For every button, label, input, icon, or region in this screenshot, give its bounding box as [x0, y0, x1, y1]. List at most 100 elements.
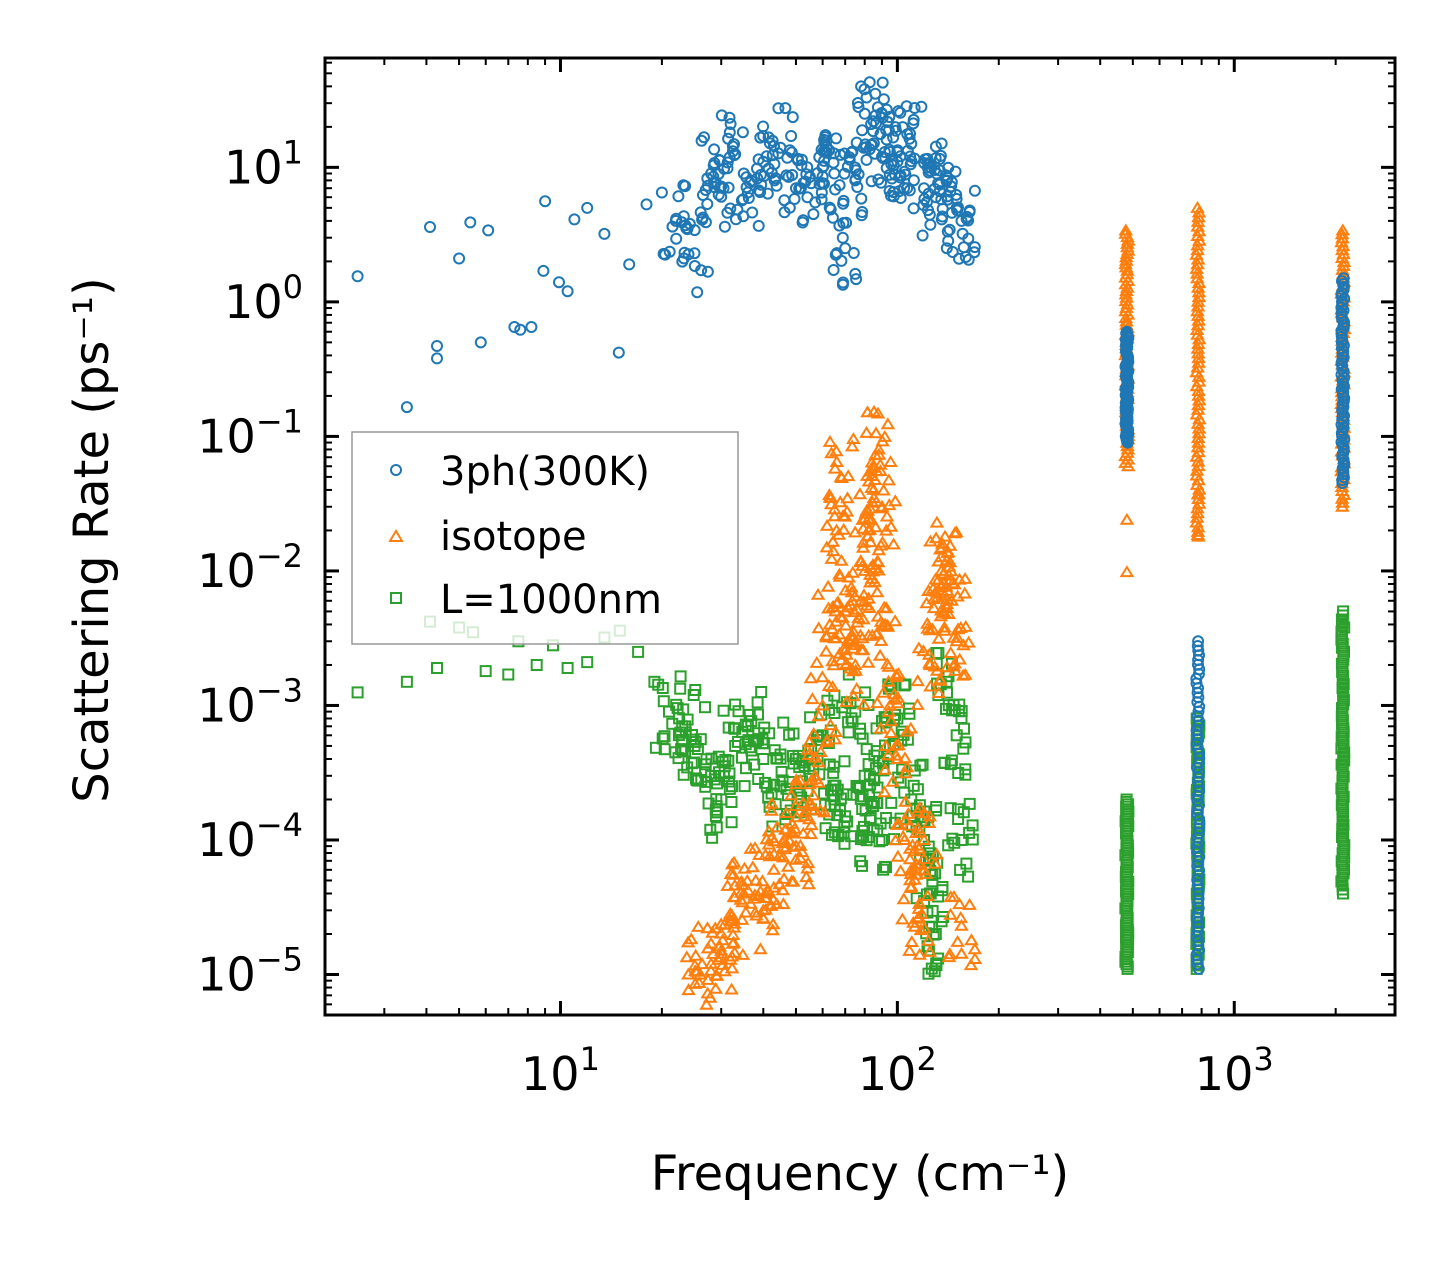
- isotope-point: [827, 509, 842, 522]
- isotope-point: [838, 618, 853, 631]
- isotope-point: [875, 535, 890, 548]
- isotope-point: [845, 641, 861, 654]
- isotope-point: [734, 912, 750, 925]
- isotope-point: [727, 890, 743, 903]
- 3ph-300k--point: [880, 162, 893, 174]
- isotope-point: [835, 610, 850, 623]
- l-1000nm-point: [679, 726, 692, 739]
- isotope-point: [780, 859, 796, 872]
- isotope-point: [857, 511, 873, 524]
- isotope-point: [724, 982, 739, 995]
- l-1000nm-point: [880, 861, 892, 874]
- isotope-point: [821, 679, 837, 691]
- isotope-band-point: [1118, 287, 1134, 300]
- isotope-point: [823, 490, 839, 503]
- l-1000nm-point: [581, 656, 594, 669]
- isotope-point: [785, 826, 801, 839]
- isotope-point: [700, 921, 715, 934]
- 3ph-300k--point: [723, 126, 736, 139]
- 3ph-300k--point: [553, 276, 565, 289]
- isotope-point: [1119, 512, 1135, 525]
- isotope-point: [883, 519, 899, 532]
- isotope-point: [736, 886, 752, 899]
- 3ph-300k--band-point: [1192, 635, 1205, 648]
- 3ph-300k--point: [672, 190, 685, 203]
- l-1000nm-point: [722, 721, 735, 734]
- 3ph-300k--point: [772, 102, 785, 115]
- l-1000nm-point: [561, 662, 574, 674]
- 3ph-300k--point: [936, 210, 949, 223]
- 3ph-300k--point: [922, 157, 935, 170]
- isotope-point: [913, 923, 929, 936]
- 3ph-300k--point: [845, 146, 858, 159]
- isotope-point: [883, 726, 899, 738]
- isotope-point: [897, 751, 913, 764]
- l-1000nm-point: [867, 800, 880, 812]
- isotope-point: [921, 584, 936, 596]
- isotope-point: [775, 850, 791, 863]
- isotope-point: [833, 609, 848, 622]
- isotope-point: [907, 919, 922, 932]
- 3ph-300k--band-point: [1337, 272, 1350, 285]
- 3ph-300k--point: [713, 153, 726, 166]
- isotope-point: [688, 948, 703, 961]
- isotope-point: [713, 917, 729, 930]
- isotope-point: [832, 569, 848, 582]
- isotope-point: [913, 825, 928, 838]
- l-1000nm-point: [685, 757, 698, 770]
- isotope-point: [850, 602, 865, 615]
- isotope-point: [846, 638, 862, 651]
- isotope-point: [1190, 487, 1206, 500]
- isotope-point: [762, 849, 777, 862]
- l-1000nm-point: [752, 708, 764, 721]
- 3ph-300k--point: [875, 107, 888, 119]
- isotope-point: [943, 564, 959, 577]
- isotope-point: [811, 709, 826, 722]
- l-1000nm-point: [723, 782, 736, 795]
- l-1000nm-point: [952, 767, 965, 779]
- isotope-point: [738, 905, 754, 918]
- l-1000nm-point: [954, 863, 967, 876]
- l-1000nm-band-point: [1120, 793, 1133, 806]
- 3ph-300k--band-point: [1335, 383, 1348, 396]
- isotope-point: [1119, 565, 1135, 578]
- l-1000nm-point: [938, 757, 951, 769]
- isotope-point: [936, 576, 951, 589]
- isotope-point: [907, 872, 922, 885]
- 3ph-300k--point: [819, 129, 832, 142]
- 3ph-300k--point: [691, 286, 704, 299]
- l-1000nm-point: [745, 715, 758, 728]
- isotope-point: [876, 685, 891, 698]
- isotope-point: [939, 592, 955, 605]
- isotope-band-point: [1118, 226, 1133, 239]
- isotope-point: [788, 773, 804, 786]
- 3ph-300k--point: [940, 242, 953, 255]
- isotope-point: [933, 609, 949, 622]
- 3ph-300k--point: [898, 165, 911, 178]
- isotope-point: [713, 926, 729, 939]
- isotope-point: [917, 921, 932, 934]
- isotope-point: [927, 659, 942, 672]
- 3ph-300k--point: [708, 181, 721, 194]
- 3ph-300k--point: [849, 267, 862, 280]
- 3ph-300k--point: [718, 220, 731, 233]
- isotope-point: [925, 581, 941, 594]
- isotope-point: [819, 540, 835, 553]
- isotope-point: [898, 766, 913, 779]
- 3ph-300k--point: [928, 182, 941, 195]
- isotope-point: [928, 572, 943, 585]
- l-1000nm-point: [952, 813, 965, 825]
- isotope-point: [856, 588, 872, 601]
- 3ph-300k--point: [918, 193, 931, 205]
- isotope-point: [740, 873, 755, 886]
- 3ph-300k--point: [855, 192, 868, 205]
- isotope-point: [916, 833, 932, 845]
- 3ph-300k--point: [779, 102, 792, 115]
- data-marks: [351, 76, 1352, 1010]
- 3ph-300k--point: [612, 346, 625, 359]
- isotope-band-point: [1120, 240, 1135, 253]
- 3ph-300k--point: [856, 124, 869, 137]
- isotope-point: [877, 762, 893, 775]
- isotope-point: [921, 816, 937, 828]
- 3ph-300k--point: [860, 153, 873, 166]
